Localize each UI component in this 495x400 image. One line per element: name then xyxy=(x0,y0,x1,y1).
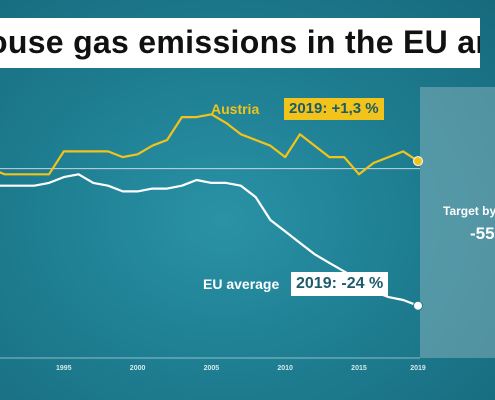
x-ticks: 1995 2000 2005 2010 2015 2019 xyxy=(56,365,426,372)
x-tick-label: 1995 xyxy=(56,365,72,372)
target-label: Target by xyxy=(443,204,495,218)
austria-endpoint-marker xyxy=(413,156,423,167)
title-bar: ouse gas emissions in the EU and A xyxy=(0,18,480,68)
target-panel xyxy=(420,87,495,358)
eu-endpoint-marker xyxy=(413,300,423,311)
eu-series-label: EU average xyxy=(203,276,280,292)
x-tick-label: 2000 xyxy=(130,365,146,372)
eu-2019-badge: 2019: -24 % xyxy=(291,272,389,296)
x-tick-label: 2019 xyxy=(410,365,426,372)
x-tick-label: 2015 xyxy=(351,365,367,372)
austria-series-line xyxy=(0,113,419,176)
x-tick-label: 2010 xyxy=(277,365,293,372)
chart-title: ouse gas emissions in the EU and A xyxy=(0,24,480,60)
x-tick-label: 2005 xyxy=(204,365,220,372)
austria-2019-badge: 2019: +1,3 % xyxy=(284,98,384,120)
austria-series-label: Austria xyxy=(211,101,260,117)
target-value: -55 xyxy=(470,224,495,243)
